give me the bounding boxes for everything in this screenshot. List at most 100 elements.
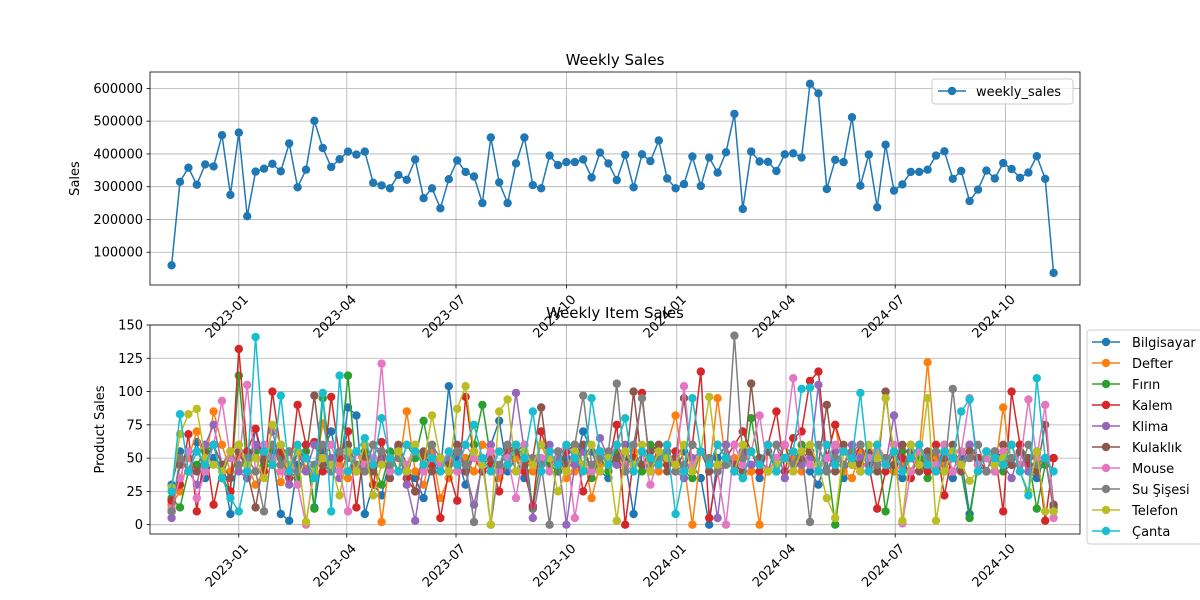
data-point [495, 447, 504, 456]
data-point [679, 460, 689, 469]
x-tick-label: 2024-10 [970, 541, 1019, 590]
data-point [528, 467, 537, 476]
data-point [243, 380, 252, 390]
data-point [595, 148, 605, 157]
legend-box [931, 78, 1074, 105]
data-point [318, 143, 327, 153]
data-point [293, 480, 302, 489]
data-point [654, 440, 663, 449]
x-tick-label: 2023-07 [420, 541, 469, 590]
data-point [310, 473, 319, 483]
data-point [1041, 507, 1050, 516]
data-point [301, 440, 311, 449]
y-axis-label: Product Sales [93, 385, 108, 473]
data-point [646, 156, 655, 166]
data-point [537, 403, 546, 412]
data-point [1041, 174, 1050, 183]
data-point [570, 157, 579, 167]
data-point [352, 411, 361, 420]
data-point [873, 453, 882, 463]
data-point [705, 520, 714, 529]
legend-marker [1101, 400, 1111, 410]
data-point [688, 440, 697, 449]
data-point [461, 382, 470, 391]
data-point [285, 467, 294, 476]
data-point [209, 420, 218, 429]
data-point [637, 447, 647, 456]
data-point [453, 460, 462, 469]
data-point [411, 447, 420, 456]
data-point [545, 520, 554, 529]
data-point [999, 440, 1008, 449]
data-point [621, 150, 630, 160]
data-point [873, 467, 882, 476]
data-point [612, 453, 621, 463]
data-point [184, 163, 193, 172]
data-point [444, 467, 453, 476]
data-point [511, 388, 521, 398]
data-point [537, 184, 546, 193]
data-point [444, 447, 453, 456]
legend-entry-label: Bilgisayar [1132, 336, 1196, 351]
data-point [579, 427, 588, 436]
data-point [772, 467, 781, 476]
data-point [713, 440, 722, 449]
data-point [394, 447, 403, 456]
data-point [251, 453, 260, 463]
data-point [763, 157, 773, 166]
data-point [276, 477, 285, 487]
data-point [528, 180, 537, 190]
data-point [898, 467, 907, 476]
data-point [923, 460, 932, 469]
y-tick-label: 200000 [93, 213, 143, 228]
data-point [276, 467, 285, 476]
data-point [990, 447, 999, 456]
data-point [755, 520, 764, 529]
data-point [839, 447, 848, 456]
data-point [873, 203, 882, 212]
data-point [789, 447, 798, 456]
x-tick-label: 2024-10 [970, 292, 1019, 341]
data-point [528, 407, 537, 416]
data-point [915, 467, 924, 476]
data-point [898, 440, 907, 449]
data-point [671, 460, 680, 469]
data-point [1049, 453, 1058, 463]
data-point [822, 493, 831, 503]
data-point [259, 473, 269, 483]
data-point [763, 467, 773, 476]
data-point [839, 440, 848, 449]
data-point [377, 414, 386, 423]
data-point [688, 473, 697, 483]
data-point [243, 212, 252, 221]
chart-title: Weekly Item Sales [546, 304, 684, 322]
data-point [1041, 453, 1050, 463]
data-point [318, 388, 327, 398]
data-point [579, 391, 588, 400]
legend-marker [1101, 442, 1111, 452]
data-point [780, 440, 789, 449]
legend-entry-label: Defter [1132, 357, 1173, 372]
data-point [646, 453, 655, 463]
data-point [293, 440, 302, 449]
data-point [570, 440, 579, 449]
data-point [234, 440, 243, 449]
data-point [789, 374, 798, 383]
data-point [520, 453, 529, 463]
data-point [310, 391, 319, 400]
data-point [301, 453, 311, 463]
data-point [999, 158, 1008, 168]
data-point [831, 155, 840, 164]
data-point [948, 453, 957, 463]
data-point [755, 467, 764, 476]
data-point [469, 467, 479, 476]
data-point [545, 151, 554, 160]
data-point [948, 467, 957, 476]
data-point [537, 440, 546, 449]
y-tick-label: 125 [118, 352, 143, 367]
data-point [175, 503, 185, 512]
data-point [780, 453, 789, 463]
data-point [226, 509, 235, 519]
data-point [629, 183, 638, 192]
